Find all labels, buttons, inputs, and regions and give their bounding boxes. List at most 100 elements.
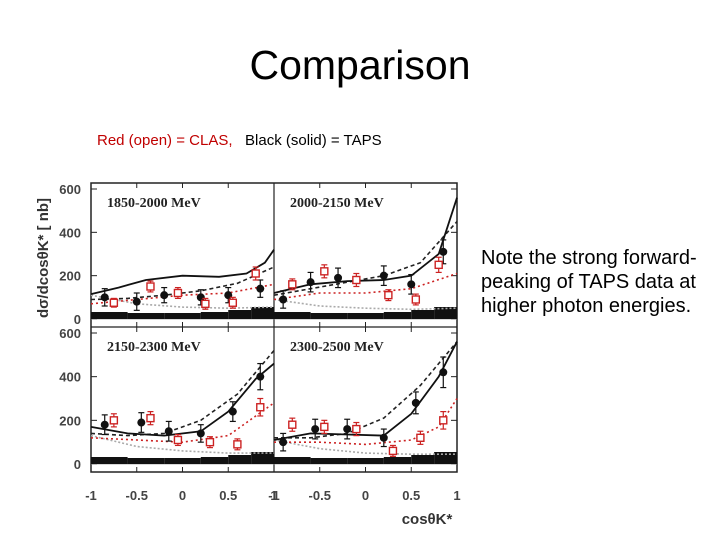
model-curve-red <box>273 272 458 301</box>
clas-point <box>233 440 242 449</box>
clas-point <box>439 416 448 425</box>
legend-taps-text: Black (solid) = TAPS <box>245 132 382 149</box>
slide-title: Comparison <box>249 42 471 88</box>
model-curve-dashed <box>90 266 275 301</box>
x-tick-label: 0.5 <box>219 488 237 503</box>
y-tick-label: 600 <box>59 182 81 197</box>
x-tick-label: -0.5 <box>126 488 148 503</box>
systematic-band <box>228 455 252 464</box>
x-tick-label: 0.5 <box>402 488 420 503</box>
systematic-band <box>274 457 311 464</box>
clas-point <box>146 282 155 291</box>
model-curve-dashed <box>90 349 275 437</box>
systematic-band <box>200 312 229 319</box>
x-tick-label: 1 <box>453 488 460 503</box>
x-axis-label: cosθK* <box>402 511 453 528</box>
clas-point <box>388 446 398 456</box>
clas-point <box>109 416 119 425</box>
y-tick-label: 0 <box>74 457 81 472</box>
systematic-band <box>127 458 165 464</box>
clas-point <box>320 267 329 276</box>
taps-point <box>279 295 288 304</box>
clas-point <box>173 288 183 298</box>
clas-point <box>251 269 260 278</box>
clas-point <box>384 290 393 300</box>
clas-point <box>256 403 265 412</box>
taps-point <box>196 293 205 302</box>
systematic-band <box>434 307 457 319</box>
x-tick-label: 0 <box>179 488 186 503</box>
clas-point <box>320 422 329 432</box>
model-curve-gray <box>273 298 458 311</box>
taps-point <box>411 398 420 407</box>
model-curve-solid <box>90 362 275 437</box>
taps-point <box>224 291 233 300</box>
model-curve-gray <box>273 439 457 455</box>
taps-point <box>439 368 448 377</box>
taps-point <box>379 433 388 442</box>
systematic-band <box>164 458 201 464</box>
legend-line: Red (open) = CLAS, Black (solid) = TAPS <box>97 132 382 149</box>
x-tick-label: -1 <box>85 488 97 503</box>
panel-energy-label: 2300-2500 MeV <box>290 340 384 355</box>
systematic-band <box>274 312 311 319</box>
clas-point <box>416 433 425 442</box>
taps-point <box>256 372 265 381</box>
y-axis-label: dσ/dcosθK* [ nb] <box>35 198 52 318</box>
systematic-band <box>411 310 435 319</box>
taps-point <box>100 293 109 302</box>
model-curve-dashed <box>273 220 458 296</box>
taps-point <box>343 425 352 434</box>
model-curve-red <box>90 283 275 305</box>
systematic-band <box>228 310 252 319</box>
systematic-band <box>411 455 435 464</box>
taps-point <box>164 427 173 436</box>
clas-point <box>352 424 361 434</box>
taps-point <box>311 425 320 434</box>
systematic-band <box>310 458 348 464</box>
model-curve-dashed <box>274 341 458 439</box>
systematic-band <box>310 313 348 319</box>
taps-point <box>279 438 288 447</box>
clas-point <box>109 298 119 307</box>
x-tick-label: -1 <box>268 488 280 503</box>
panel-1: 1850-2000 MeV <box>90 183 275 327</box>
panel-4: 2300-2500 MeV <box>273 327 458 472</box>
taps-point <box>306 278 315 287</box>
x-tick-label: -0.5 <box>309 488 331 503</box>
x-tick-label: 0 <box>362 488 369 503</box>
panel-energy-label: 1850-2000 MeV <box>107 196 201 211</box>
clas-point <box>228 298 238 307</box>
model-curve-red <box>274 398 458 446</box>
taps-point <box>160 291 169 300</box>
systematic-band <box>251 452 274 464</box>
panel-3: 2150-2300 MeV <box>90 327 275 472</box>
clas-point <box>288 280 297 289</box>
note-text: Note the strong forward-peaking of TAPS … <box>481 247 697 317</box>
systematic-band <box>434 452 457 464</box>
systematic-band <box>347 458 384 464</box>
systematic-band <box>251 307 274 319</box>
y-tick-label: 400 <box>59 225 81 240</box>
panel-energy-label: 2150-2300 MeV <box>107 340 201 355</box>
model-curve-gray <box>90 434 274 454</box>
systematic-band <box>383 312 412 319</box>
y-tick-label: 600 <box>59 326 81 341</box>
model-curve-gray <box>90 294 275 310</box>
x-tick-label: 1 <box>270 488 277 503</box>
model-curve-red <box>90 402 275 444</box>
y-tick-label: 400 <box>59 370 81 385</box>
systematic-band <box>200 457 229 464</box>
clas-point <box>411 295 421 304</box>
systematic-band <box>164 313 201 319</box>
y-tick-label: 200 <box>59 269 81 284</box>
clas-point <box>352 275 361 285</box>
y-tick-label: 0 <box>74 312 81 327</box>
clas-point <box>146 413 155 423</box>
taps-point <box>334 273 343 282</box>
taps-point <box>132 297 141 306</box>
clas-point <box>434 260 443 270</box>
taps-point <box>228 407 237 416</box>
clas-point <box>201 299 210 309</box>
